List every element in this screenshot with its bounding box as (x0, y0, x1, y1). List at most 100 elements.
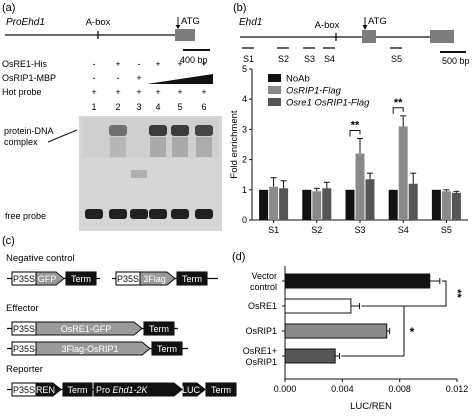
gene-abox-label: A-box (315, 20, 340, 31)
legend-swatch (268, 86, 281, 94)
panel-c: (c) Negative control Effector Reporter P… (2, 235, 237, 397)
bar-osre1-osrip1-flag-s1 (279, 188, 289, 220)
site-label-s4: S4 (324, 54, 335, 64)
bar-noab-s5 (431, 189, 441, 220)
bar-osrip1-flag-s4 (398, 126, 408, 220)
sign-r0-lane2: + (115, 59, 120, 69)
gene-name: Ehd1 (239, 17, 262, 28)
gene-scale-label: 500 bp (442, 56, 470, 66)
lane-number: 1 (91, 102, 96, 112)
section-reporter: Reporter (6, 364, 43, 375)
x-axis-title: LUC/REN (350, 401, 392, 412)
construct-box (62, 382, 93, 397)
y-tick-label: 3 (242, 124, 247, 134)
construct-box (205, 382, 237, 397)
free-probe-band-lane6 (195, 209, 213, 219)
sign-r2-lane4: + (155, 87, 160, 97)
atg-arrow-head (175, 25, 181, 29)
construct-box-label: Term (182, 274, 202, 284)
complex-smear-lane4 (150, 137, 166, 157)
construct-box-label: Term (211, 385, 231, 395)
lane-number: 2 (115, 102, 120, 112)
bar-osrip1-flag-s2 (312, 191, 322, 220)
sign-r2-lane2: + (115, 87, 120, 97)
bar-osre1-osrip1-flag-s3 (365, 179, 375, 220)
gel-bands (85, 125, 213, 219)
site-label-s1: S1 (243, 54, 254, 64)
atg-exon-box (175, 29, 195, 41)
panel-a: (a) ProEhd1 A-box ATG 400 bp OsRE1-His O… (2, 2, 222, 231)
construct-box-label: P35S (13, 344, 35, 354)
chip-site-marks: S1 S2 S3 S4 S5 (242, 47, 402, 64)
construct-arrow (35, 341, 151, 356)
promoter-ehd1-label: Pro Ehd1-2K (96, 385, 149, 395)
construct-arrow-label: GFP (38, 274, 57, 284)
construct-box-label: P35S (13, 324, 35, 334)
complex-label-line1: protein-DNA (4, 126, 54, 136)
sign-r1-lane2: - (117, 73, 120, 83)
free-probe-band-lane5 (171, 209, 189, 219)
y-tick-label: 1 (242, 185, 247, 195)
gene-atg-label: ATG (368, 16, 387, 27)
significance-mark: ** (451, 289, 463, 298)
scale-label: 400 bp (180, 55, 208, 65)
x-tick-label: S1 (268, 225, 279, 235)
lane-number: 3 (136, 102, 141, 112)
complex-band-lane2 (109, 125, 127, 136)
construct-arrow-label: OsRE1-GFP (61, 324, 112, 334)
lane-number: 5 (177, 102, 182, 112)
category-label: OsRE1+ (243, 346, 277, 356)
sign-r0-lane5: + (177, 59, 182, 69)
row-label-osre1: OsRE1-His (2, 59, 48, 69)
x-tick-label: 0.004 (331, 384, 354, 394)
sign-r0-lane6: + (201, 59, 206, 69)
construct-box-label: Term (71, 274, 91, 284)
gel-upper-region (82, 118, 219, 158)
construct-arrow-label: 3Flag-OsRIP1 (61, 344, 118, 354)
construct-box-label: P35S (13, 385, 35, 395)
site-label-s2: S2 (278, 54, 289, 64)
significance-mark: * (410, 325, 415, 339)
row-label-hot-probe: Hot probe (2, 87, 42, 97)
bar-noab-s4 (388, 189, 398, 220)
significance-bracket (392, 107, 404, 114)
sign-r2-lane5: + (177, 87, 182, 97)
construct-arrow (35, 382, 62, 397)
construct-box-label: P35S (117, 274, 139, 284)
abox-label: A-box (86, 17, 111, 28)
category-label: Vector (251, 271, 277, 281)
construct-arrow (139, 271, 176, 286)
y-tick-label: 0 (242, 215, 247, 225)
legend-swatch (268, 98, 281, 106)
free-probe-band-lane4 (149, 209, 167, 219)
construct-box-label: Term (149, 324, 169, 334)
construct-arrow-label: 3Flag (143, 274, 166, 284)
construct-box-label: Term (157, 344, 177, 354)
lane3-smear (131, 170, 147, 178)
complex-band-lane4 (149, 125, 167, 136)
bar-vector-control (284, 273, 431, 289)
sign-r0-lane3: - (138, 59, 141, 69)
construct-box (143, 321, 175, 336)
complex-smear-lane2 (110, 137, 126, 157)
y-tick-label: 2 (242, 155, 247, 165)
significance-mark: ** (394, 97, 403, 109)
category-label: OsRE1 (248, 301, 277, 311)
category-label: OsRIP1 (245, 326, 277, 336)
panel-c-label: (c) (2, 235, 15, 247)
osrip1-gradient-wedge (147, 74, 213, 84)
bar-osre1-osrip1-flag-s4 (408, 183, 418, 220)
section-effector: Effector (6, 303, 39, 314)
x-tick-label: 0.008 (388, 384, 411, 394)
construct-arrow (35, 271, 65, 286)
bar-osre1-osrip1-flag-s2 (322, 188, 332, 220)
x-tick-label: 0.012 (446, 384, 469, 394)
legend-label: NoAb (286, 74, 310, 85)
panel-d: (d) 0.000 0.004 0.008 0.012 LUC/REN Vectorcon… (232, 251, 468, 412)
bar-noab-s2 (302, 189, 312, 220)
bar-osrip1 (284, 323, 388, 339)
luc-ren-chart: 0.000 0.004 0.008 0.012 LUC/REN Vectorcontrol… (243, 266, 469, 412)
construct-box-label: P35S (13, 274, 35, 284)
